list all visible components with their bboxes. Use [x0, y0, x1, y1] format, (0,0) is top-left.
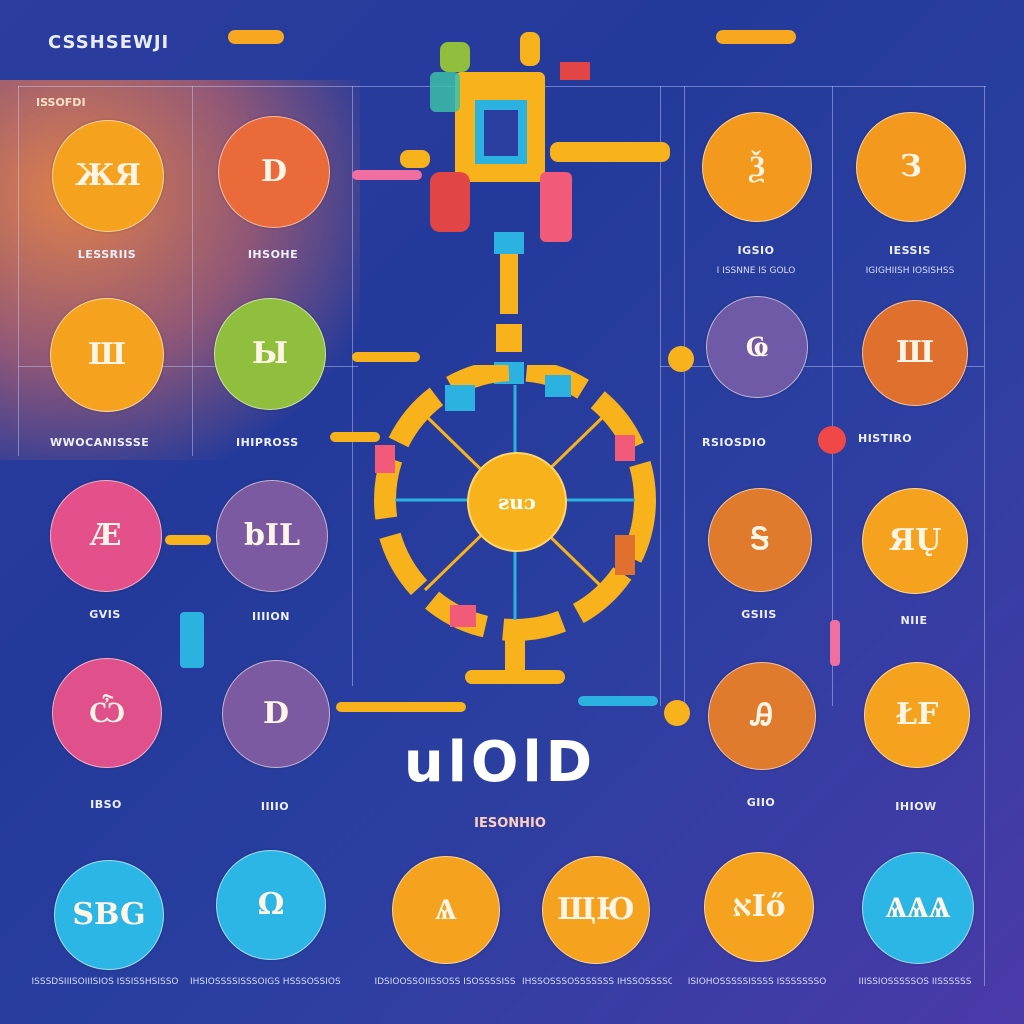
node-glyph: ѦѦѦ [885, 890, 951, 925]
node-label: IIIION [252, 610, 290, 623]
node-label: IGSIO [737, 244, 775, 257]
node-sublabel: I ISSNNE IS GOLO [716, 266, 796, 276]
corner-label: ISSOFDI [36, 96, 86, 109]
node-label: IHSOHE [247, 248, 299, 261]
node-circle[interactable]: Ҩ [706, 296, 808, 398]
bottom-caption: IDSIOOSSOIISSOSS ISOSSSSISS [374, 977, 516, 987]
side-label: WWOCANISSSE [50, 436, 150, 449]
side-label: HISTIRO [858, 432, 913, 445]
node-sublabel: IGIGHIISH IOSISHSS [865, 266, 955, 276]
header-accent-bar [716, 30, 796, 44]
node-circle[interactable]: Ѧ [392, 856, 500, 964]
bottom-caption: IIISSIOSSSSSOS IISSSSSS [858, 977, 972, 987]
node-label: NIIE [900, 614, 928, 627]
node-glyph: Ѧ [435, 892, 457, 927]
node-circle[interactable]: D [222, 660, 330, 768]
bottom-caption: ISSSDSIIISOIIISIOS ISSISSHSISSO [31, 977, 179, 987]
node-label: LESSRIIS [77, 248, 137, 261]
grid-line [684, 86, 685, 706]
node-circle[interactable]: ŁF [864, 662, 970, 768]
node-circle[interactable]: bIL [216, 480, 328, 592]
node-circle[interactable]: Ѽ [52, 658, 162, 768]
node-circle[interactable]: D [218, 116, 330, 228]
side-label: IHIPROSS [236, 436, 299, 449]
connector [330, 432, 380, 442]
connector [352, 352, 420, 362]
node-circle[interactable]: Ꭿ [708, 662, 816, 770]
connector [352, 170, 422, 180]
node-glyph: D [262, 696, 289, 731]
connector [165, 535, 211, 545]
node-circle[interactable]: З [856, 112, 966, 222]
node-glyph: З [900, 149, 922, 184]
bottom-caption: ISIOHOSSSSSISSSS ISSSSSSSO [687, 977, 827, 987]
node-label: IESSIS [889, 244, 931, 257]
node-circle[interactable]: ЯŲ [862, 488, 968, 594]
node-glyph: ŁF [895, 697, 939, 732]
node-glyph: SBG [72, 897, 146, 932]
bottom-caption: IHSSOSSSOSSSSSSS IHSSOSSSSO [522, 977, 672, 987]
robot-figure [400, 32, 670, 242]
center-title: ulOlD [403, 730, 597, 795]
node-glyph: ЯŲ [888, 523, 942, 558]
status-dot [818, 426, 846, 454]
node-glyph: ЩЮ [557, 892, 635, 927]
node-label: GVIS [89, 608, 121, 621]
header-accent-bar [228, 30, 284, 44]
center-subtitle: IESONHIO [474, 816, 546, 831]
grid-line [352, 86, 353, 686]
grid-line [18, 366, 358, 367]
node-glyph: Ѽ [88, 695, 126, 730]
node-glyph: Ш [87, 337, 127, 372]
node-glyph: Ӕ [90, 518, 122, 553]
node-glyph: Ҩ [746, 329, 768, 364]
grid-line [832, 86, 833, 706]
grid-line [192, 86, 193, 456]
node-circle[interactable]: Ы [214, 298, 326, 410]
node-circle[interactable]: Ӕ [50, 480, 162, 592]
node-glyph: Ш [895, 335, 935, 370]
bottom-caption: IHSIOSSSSISSSOIGS HSSSOSSIOS [190, 977, 340, 987]
node-circle[interactable]: ЩЮ [542, 856, 650, 964]
node-glyph: D [260, 154, 287, 189]
node-circle[interactable]: Ꭶ [708, 488, 812, 592]
wheel-spine [494, 232, 524, 384]
node-circle[interactable]: Ѯ [702, 112, 812, 222]
node-label: GSIIS [741, 608, 777, 621]
node-circle[interactable]: ЖЯ [52, 120, 164, 232]
node-circle[interactable]: SBG [54, 860, 164, 970]
node-glyph: Ω [257, 887, 285, 922]
wheel-hub: ƨuɔ [467, 452, 567, 552]
node-label: GIIO [746, 796, 776, 809]
node-circle[interactable]: Ω [216, 850, 326, 960]
node-label: IIIIO [260, 800, 290, 813]
node-glyph: ЖЯ [75, 158, 141, 193]
connector [336, 702, 466, 712]
node-glyph: Ꭶ [750, 522, 770, 557]
side-pillar [830, 620, 840, 666]
node-glyph: Ꭿ [751, 698, 773, 733]
node-label: IBSO [90, 798, 122, 811]
node-circle[interactable]: Ш [862, 300, 968, 406]
side-pillar [180, 612, 204, 668]
frame-left-line [18, 86, 19, 456]
grid-line [660, 86, 661, 706]
connector [578, 696, 658, 706]
side-label: RSIOSDIO [702, 436, 767, 449]
node-label: IHIOW [895, 800, 937, 813]
node-glyph: bIL [243, 518, 301, 553]
node-glyph: אІő [732, 889, 786, 924]
status-dot [664, 700, 690, 726]
brand-title: CSSHSEWJI [48, 32, 170, 53]
status-dot [668, 346, 694, 372]
node-circle[interactable]: Ш [50, 298, 164, 412]
grid-line [660, 366, 984, 367]
node-circle[interactable]: ѦѦѦ [862, 852, 974, 964]
node-glyph: Ы [251, 336, 289, 371]
frame-right-line [984, 86, 985, 986]
node-glyph: Ѯ [749, 149, 765, 184]
node-circle[interactable]: אІő [704, 852, 814, 962]
